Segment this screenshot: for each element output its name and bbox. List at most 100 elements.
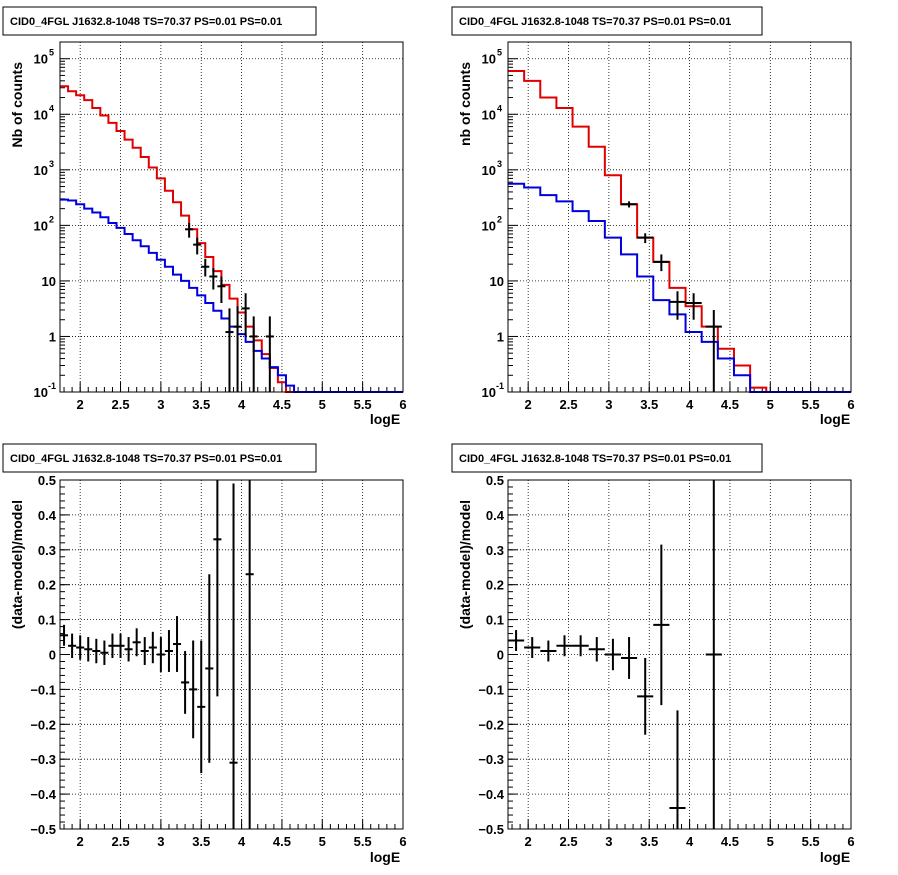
data-point bbox=[205, 574, 214, 763]
data-point bbox=[193, 237, 202, 255]
x-tick-label: 3 bbox=[605, 397, 612, 412]
y-tick-exponent: 5 bbox=[49, 48, 54, 58]
y-tick-label: −0.3 bbox=[30, 752, 56, 767]
data-point bbox=[245, 480, 254, 829]
x-tick-label: 4.5 bbox=[721, 397, 739, 412]
data-point bbox=[233, 306, 242, 392]
y-tick-label: 0.3 bbox=[38, 543, 56, 558]
chart-title: CID0_4FGL J1632.8-1048 TS=70.37 PS=0.01 … bbox=[10, 453, 282, 465]
x-tick-label: 3.5 bbox=[192, 834, 210, 849]
y-tick-exponent: 4 bbox=[49, 103, 54, 113]
chart-panel-counts-left: CID0_4FGL J1632.8-1048 TS=70.37 PS=0.01 … bbox=[2, 6, 407, 427]
data-point bbox=[556, 635, 573, 657]
x-axis-label: logE bbox=[820, 849, 850, 865]
x-tick-label: 6 bbox=[847, 834, 854, 849]
data-point bbox=[225, 308, 234, 392]
plot-frame bbox=[507, 479, 852, 830]
y-axis-label: (data-model)/model bbox=[457, 500, 473, 629]
data-point bbox=[620, 637, 638, 679]
x-tick-label: 2.5 bbox=[559, 834, 577, 849]
y-tick-label: −0.2 bbox=[30, 717, 56, 732]
x-tick-label: 3.5 bbox=[640, 834, 658, 849]
model-total-histogram bbox=[60, 85, 403, 393]
data-point bbox=[588, 637, 605, 662]
data-point bbox=[209, 268, 218, 290]
y-tick-label: 10 bbox=[482, 52, 496, 67]
x-tick-label: 4.5 bbox=[273, 397, 291, 412]
chart-title-box bbox=[2, 443, 317, 473]
data-point bbox=[172, 616, 182, 672]
chart-title: CID0_4FGL J1632.8-1048 TS=70.37 PS=0.01 … bbox=[459, 453, 731, 465]
y-axis-label: Nb of counts bbox=[9, 62, 25, 148]
x-tick-label: 2.5 bbox=[559, 397, 577, 412]
x-tick-label: 3 bbox=[157, 397, 164, 412]
y-tick-label: 10 bbox=[34, 385, 48, 400]
x-tick-label: 2 bbox=[525, 834, 532, 849]
y-tick-label: 0.4 bbox=[486, 508, 505, 523]
y-tick-exponent: -1 bbox=[496, 381, 504, 391]
chart-panel-residuals-right: CID0_4FGL J1632.8-1048 TS=70.37 PS=0.01 … bbox=[451, 443, 855, 865]
data-point bbox=[132, 628, 141, 657]
x-tick-label: 2.5 bbox=[111, 397, 129, 412]
data-point bbox=[669, 291, 686, 320]
y-tick-exponent: 3 bbox=[497, 159, 502, 169]
x-tick-label: 5.5 bbox=[354, 834, 372, 849]
x-tick-label: 6 bbox=[399, 834, 406, 849]
y-tick-label: 0.5 bbox=[486, 473, 504, 488]
y-tick-label: −0.4 bbox=[478, 787, 504, 802]
data-point bbox=[197, 640, 206, 774]
y-axis-label: nb of counts bbox=[457, 62, 473, 146]
data-point bbox=[68, 633, 77, 658]
x-tick-label: 5 bbox=[767, 834, 774, 849]
plot-frame bbox=[59, 41, 404, 393]
y-tick-label: 0.3 bbox=[486, 543, 504, 558]
data-point bbox=[185, 223, 194, 238]
data-point bbox=[140, 637, 149, 665]
x-tick-label: 5.5 bbox=[354, 397, 372, 412]
x-tick-label: 4 bbox=[238, 397, 246, 412]
data-point bbox=[572, 635, 589, 657]
x-tick-label: 2.5 bbox=[111, 834, 129, 849]
data-point bbox=[540, 640, 557, 662]
data-point bbox=[189, 640, 198, 739]
plot-frame bbox=[507, 41, 852, 393]
data-point bbox=[148, 631, 157, 664]
y-tick-label: 0.1 bbox=[38, 613, 56, 628]
data-point bbox=[76, 635, 85, 660]
data-point bbox=[92, 638, 101, 664]
y-axis-label: (data-model)/model bbox=[9, 500, 25, 629]
y-tick-label: 0 bbox=[49, 648, 56, 663]
y-tick-label: −0.1 bbox=[478, 682, 504, 697]
y-tick-label: 0.5 bbox=[38, 473, 56, 488]
data-point bbox=[653, 254, 670, 272]
y-tick-label: 0 bbox=[497, 648, 504, 663]
data-point bbox=[637, 233, 654, 244]
data-point bbox=[669, 710, 686, 829]
y-tick-label: −0.2 bbox=[478, 717, 504, 732]
chart-panel-counts-right: CID0_4FGL J1632.8-1048 TS=70.37 PS=0.01 … bbox=[451, 6, 855, 427]
y-tick-label: 1 bbox=[49, 329, 56, 344]
y-tick-label: 10 bbox=[34, 163, 48, 178]
data-point bbox=[241, 293, 250, 337]
x-tick-label: 4.5 bbox=[721, 834, 739, 849]
y-tick-label: 10 bbox=[482, 163, 496, 178]
data-point bbox=[116, 633, 125, 658]
x-tick-label: 5 bbox=[319, 397, 326, 412]
data-point bbox=[705, 309, 722, 392]
y-tick-exponent: 5 bbox=[497, 48, 502, 58]
data-point bbox=[181, 651, 190, 714]
x-tick-label: 4 bbox=[238, 834, 246, 849]
x-tick-label: 2 bbox=[77, 834, 84, 849]
y-tick-label: −0.5 bbox=[30, 822, 56, 837]
plot-frame bbox=[59, 479, 404, 830]
x-tick-label: 3.5 bbox=[640, 397, 658, 412]
model-total-histogram bbox=[508, 70, 851, 393]
y-tick-label: 0.1 bbox=[486, 613, 504, 628]
x-tick-label: 5 bbox=[767, 397, 774, 412]
x-tick-label: 5.5 bbox=[802, 397, 820, 412]
data-point bbox=[156, 637, 165, 672]
y-tick-label: 10 bbox=[482, 107, 496, 122]
y-tick-exponent: -1 bbox=[48, 381, 56, 391]
data-point bbox=[653, 544, 670, 706]
